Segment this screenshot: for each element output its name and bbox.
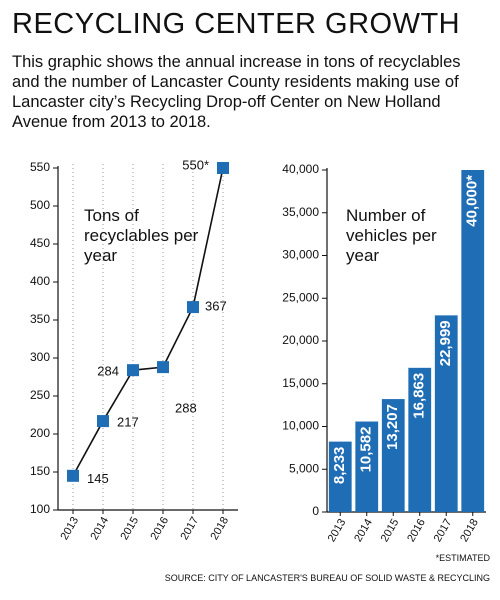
bar — [381, 399, 405, 512]
point — [67, 469, 79, 482]
bar — [461, 170, 485, 512]
x-tick-label: 2014 — [352, 517, 375, 544]
y-tick-label: 450 — [30, 236, 50, 250]
annotation: Number of vehicles per year — [346, 206, 437, 265]
value-label: 550* — [182, 157, 209, 172]
x-tick-label: 2013 — [58, 515, 81, 542]
y-tick-label: 5,000 — [289, 461, 319, 475]
value-label: 367 — [205, 299, 227, 314]
point — [187, 301, 199, 314]
title: RECYCLING CENTER GROWTH — [12, 8, 461, 40]
line — [72, 167, 224, 477]
y-tick-label: 150 — [30, 464, 50, 478]
y-tick-label: 35,000 — [282, 205, 319, 219]
bar — [355, 421, 379, 512]
bar — [434, 315, 458, 512]
x-tick-label: 2015 — [118, 515, 141, 542]
value-label: 10,582 — [358, 427, 375, 473]
y-tick-label: 40,000 — [282, 162, 319, 176]
x-tick-label: 2016 — [405, 517, 428, 544]
y-tick-label: 30,000 — [282, 248, 319, 262]
value-label: 284 — [97, 364, 119, 379]
value-label: 40,000* — [464, 175, 481, 227]
point — [157, 361, 169, 374]
y-tick-label: 500 — [30, 198, 50, 212]
y-tick-label: 25,000 — [282, 290, 319, 304]
point — [217, 162, 229, 174]
point — [97, 415, 109, 428]
x-tick-label: 2013 — [326, 517, 349, 544]
value-label: 8,233 — [331, 447, 348, 485]
y-tick-label: 0 — [312, 504, 319, 518]
annotation: Tons of recyclables per year — [84, 206, 199, 265]
y-tick-label: 400 — [30, 274, 50, 288]
y-tick-label: 250 — [30, 388, 50, 402]
value-label: 13,207 — [384, 404, 401, 450]
x-tick-label: 2015 — [379, 517, 402, 544]
y-tick-label: 300 — [30, 350, 50, 364]
y-tick-label: 350 — [30, 312, 50, 326]
source: SOURCE: CITY OF LANCASTER'S BUREAU OF SO… — [164, 573, 490, 583]
value-label: 145 — [87, 471, 109, 486]
value-label: 16,863 — [411, 373, 428, 419]
value-label: 288 — [175, 401, 197, 416]
bar — [408, 367, 432, 512]
x-tick-label: 2016 — [148, 515, 171, 542]
y-tick-label: 550 — [30, 160, 50, 174]
value-label: 22,999 — [437, 320, 454, 366]
y-tick-label: 200 — [30, 426, 50, 440]
y-tick-label: 15,000 — [282, 376, 319, 390]
y-tick-label: 20,000 — [282, 333, 319, 347]
value-label: 217 — [117, 415, 139, 430]
x-tick-label: 2017 — [178, 515, 201, 542]
x-tick-label: 2017 — [432, 517, 455, 544]
y-tick-label: 100 — [30, 502, 50, 516]
x-tick-label: 2014 — [88, 515, 111, 542]
x-tick-label: 2018 — [208, 515, 231, 542]
point — [127, 364, 139, 377]
footnote: *ESTIMATED — [435, 553, 490, 563]
x-tick-label: 2018 — [458, 517, 481, 544]
description: This graphic shows the annual increase i… — [12, 53, 461, 131]
bar — [328, 441, 352, 512]
y-tick-label: 10,000 — [282, 419, 319, 433]
